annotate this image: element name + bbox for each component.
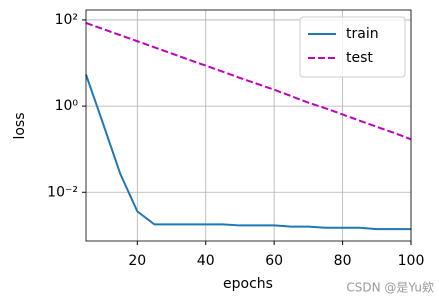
- x-tick-label: 40: [197, 253, 215, 269]
- watermark: CSDN @是Yu欸: [346, 281, 434, 295]
- x-axis-label: epochs: [223, 276, 273, 292]
- line-series: [85, 74, 411, 231]
- legend-box: [299, 16, 406, 78]
- x-tick-label: 20: [128, 253, 146, 269]
- y-tick-label: 10²: [55, 12, 78, 28]
- y-tick-label: 10⁻²: [47, 184, 78, 200]
- line-series: [85, 22, 412, 141]
- x-tick-label: 80: [334, 253, 352, 269]
- legend-label: train: [346, 26, 379, 42]
- y-tick-label: 10⁰: [55, 98, 79, 114]
- x-tick-label: 60: [265, 253, 283, 269]
- x-tick-label: 100: [398, 253, 425, 269]
- legend-label: test: [346, 50, 373, 66]
- plot-frame: [85, 9, 412, 242]
- y-axis-label: loss: [12, 112, 28, 139]
